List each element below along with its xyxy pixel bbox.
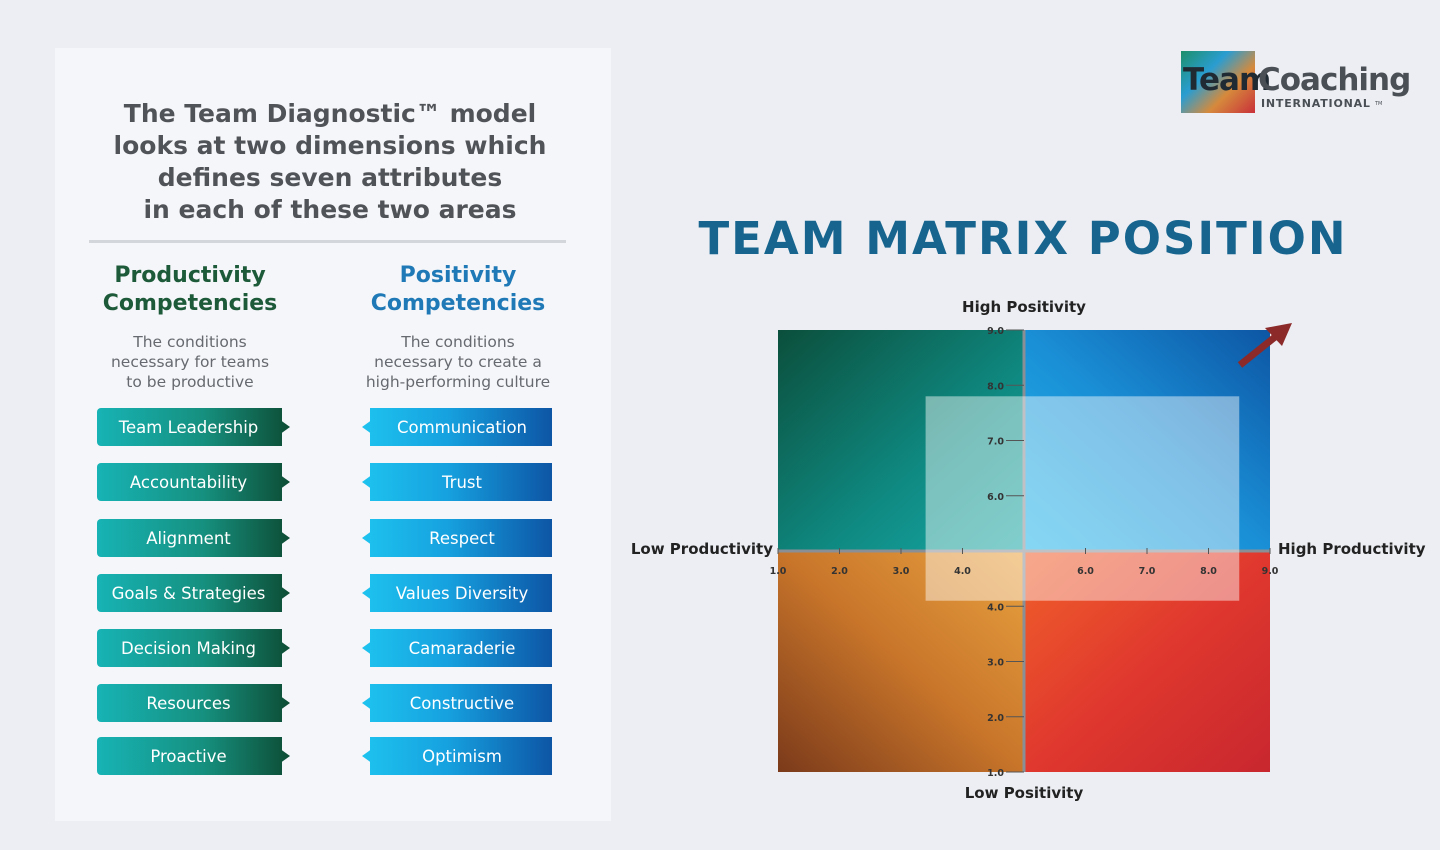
competency-button: Constructive [362,684,552,722]
competency-button: Proactive [97,737,290,775]
axis-label: High Positivity [962,298,1086,316]
logo-mark [1181,51,1255,113]
competency-button: Optimism [362,737,552,775]
column-description: The conditions necessary to create a high-… [328,332,588,392]
competency-button: Accountability [97,463,290,501]
x-tick-label: 4.0 [954,566,971,577]
competency-button: Decision Making [97,629,290,667]
column-description: The conditions necessary for teams to be p… [60,332,320,392]
column-title-line: Productivity [114,263,266,288]
logo-word: Team [1183,62,1271,98]
column-title: Positivity Competencies [328,262,588,318]
x-tick-label: 8.0 [1200,566,1217,577]
x-tick-label: 7.0 [1139,566,1156,577]
description-line: The conditions [133,333,247,351]
competency-button: Camaraderie [362,629,552,667]
competency-button: Values Diversity [362,574,552,612]
intro-line: defines seven attributes [157,163,503,192]
y-tick-label: 3.0 [987,658,1004,669]
intro-line: The Team Diagnostic™ model [123,99,537,128]
logo-word: Coaching [1258,62,1411,98]
x-tick-label: 1.0 [770,566,787,577]
matrix: TEAM MATRIX POSITION High Positivity Low… [631,220,1426,802]
quadrant [1024,330,1270,551]
competency-button: Trust [362,463,552,501]
column-title-line: Competencies [102,291,278,316]
competency-button: Alignment [97,519,290,557]
description-line: to be productive [126,373,254,391]
axis-label: Low Productivity [631,540,773,558]
quadrant [1024,551,1270,772]
competency-button: Resources [97,684,290,722]
y-tick-label: 4.0 [987,602,1004,613]
divider [89,240,566,243]
y-tick-label: 9.0 [987,326,1004,337]
team-position [925,396,1240,601]
y-tick-label: 8.0 [987,381,1004,392]
x-tick-label: 3.0 [893,566,910,577]
intro-text: The Team Diagnostic™ model looks at two d… [60,98,600,226]
x-tick-label: 2.0 [831,566,848,577]
quadrant [778,551,1024,772]
intro-line: looks at two dimensions which [113,131,547,160]
y-tick-label: 2.0 [987,713,1004,724]
competency-button: Communication [362,408,552,446]
y-tick-label: 7.0 [987,437,1004,448]
competency-button: Respect [362,519,552,557]
arrow [1237,323,1292,368]
logo-subtitle: INTERNATIONAL [1261,97,1371,110]
column-title-line: Positivity [399,263,517,288]
competency-button: Team Leadership [97,408,290,446]
column-title: Productivity Competencies [60,262,320,318]
description-line: necessary for teams [110,353,270,371]
logo-trademark: TM [1375,101,1383,107]
intro-line: in each of these two areas [143,195,517,224]
description-line: necessary to create a [374,353,542,371]
x-tick-label: 6.0 [1077,566,1094,577]
x-tick-label: 9.0 [1262,566,1279,577]
axis-label: High Productivity [1278,540,1426,558]
y-tick-label: 6.0 [987,492,1004,503]
axis-label: Low Positivity [965,784,1084,802]
description-line: The conditions [401,333,515,351]
matrix-title: TEAM MATRIX POSITION [698,220,1347,265]
y-tick-label: 1.0 [987,768,1004,779]
description-line: high-performing culture [365,373,551,391]
competency-button: Goals & Strategies [97,574,290,612]
quadrant [778,330,1024,551]
column-title-line: Competencies [370,291,546,316]
